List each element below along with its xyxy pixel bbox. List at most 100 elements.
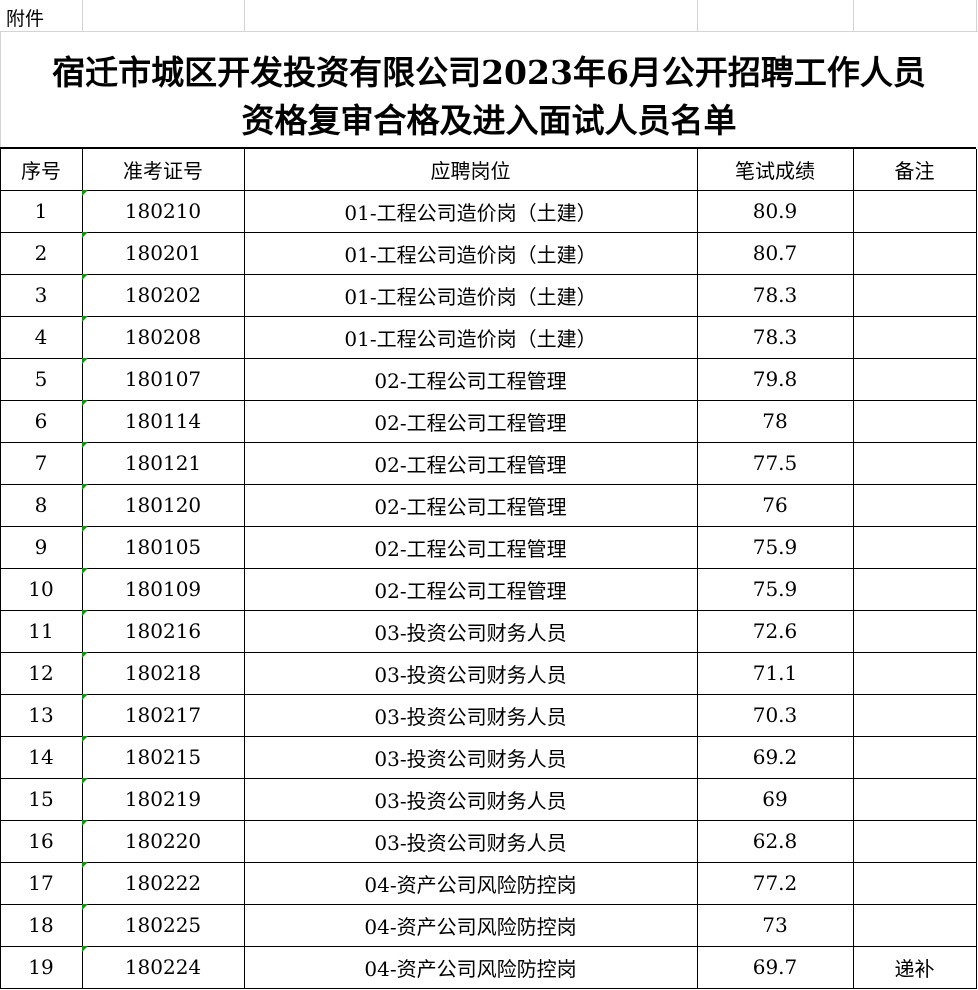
row-border	[0, 274, 977, 275]
table-cell: 5	[34, 367, 48, 391]
table-cell: 180107	[82, 358, 244, 400]
table-cell: 70.3	[752, 703, 798, 727]
text-indicator	[82, 820, 88, 826]
table-cell: 78.3	[752, 325, 798, 349]
table-cell: 180120	[82, 484, 244, 526]
table-cell: 19	[28, 955, 54, 979]
table-cell: 180216	[82, 610, 244, 652]
table-cell: 01-工程公司造价岗（土建）	[344, 200, 597, 225]
table-cell: 75.9	[752, 535, 798, 559]
row-border	[0, 568, 977, 569]
row-border	[0, 652, 977, 653]
table-cell: 180225	[82, 904, 244, 946]
table-cell: 77.2	[752, 871, 798, 895]
grid-line	[976, 0, 977, 32]
table-cell: 01-工程公司造价岗（土建）	[344, 326, 597, 351]
table-cell: 180217	[82, 694, 244, 736]
table-cell: 17	[28, 871, 54, 895]
table-cell: 13	[28, 703, 54, 727]
table-cell: 78.3	[752, 283, 798, 307]
table-cell: 02-工程公司工程管理	[374, 578, 567, 603]
table-cell: 01-工程公司造价岗（土建）	[344, 284, 597, 309]
table-cell: 180210	[82, 190, 244, 232]
grid-line	[853, 0, 854, 32]
text-indicator	[82, 946, 88, 952]
row-border	[0, 862, 977, 863]
table-cell: 78	[762, 409, 788, 433]
table-cell: 16	[28, 829, 54, 853]
table-cell: 180109	[82, 568, 244, 610]
top-row	[0, 0, 978, 32]
title-line: 资格复审合格及进入面试人员名单	[241, 101, 737, 140]
table-cell: 180215	[82, 736, 244, 778]
border	[0, 32, 1, 148]
table-cell: 02-工程公司工程管理	[374, 494, 567, 519]
text-indicator	[82, 190, 88, 196]
header-cell: 准考证号	[123, 159, 203, 183]
table-cell: 04-资产公司风险防控岗	[364, 872, 577, 897]
table-cell: 02-工程公司工程管理	[374, 410, 567, 435]
text-indicator	[82, 568, 88, 574]
table-cell: 180218	[82, 652, 244, 694]
header-cell: 应聘岗位	[430, 159, 511, 183]
grid-line	[82, 0, 83, 32]
table-cell: 7	[34, 451, 48, 475]
text-indicator	[82, 442, 88, 448]
table-cell: 03-投资公司财务人员	[374, 704, 567, 729]
table-cell: 180201	[82, 232, 244, 274]
text-indicator	[82, 400, 88, 406]
table-cell: 180224	[82, 946, 244, 988]
table-cell: 79.8	[752, 367, 798, 391]
table-cell: 180208	[82, 316, 244, 358]
table-cell: 3	[34, 283, 48, 307]
row-border	[0, 316, 977, 317]
table-cell: 03-投资公司财务人员	[374, 788, 567, 813]
table-cell: 180222	[82, 862, 244, 904]
table-cell: 04-资产公司风险防控岗	[364, 956, 577, 981]
table-cell: 10	[28, 577, 54, 601]
table-cell: 04-资产公司风险防控岗	[364, 914, 577, 939]
row-border	[0, 820, 977, 821]
table-cell: 02-工程公司工程管理	[374, 452, 567, 477]
table-cell: 02-工程公司工程管理	[374, 536, 567, 561]
table-cell: 69	[762, 787, 788, 811]
table-cell: 76	[762, 493, 788, 517]
text-indicator	[82, 484, 88, 490]
title-line: 宿迁市城区开发投资有限公司2023年6月公开招聘工作人员	[52, 53, 926, 92]
table-cell: 11	[28, 619, 54, 643]
table-cell: 4	[34, 325, 48, 349]
table-cell: 73	[762, 913, 788, 937]
text-indicator	[82, 778, 88, 784]
table-cell: 02-工程公司工程管理	[374, 368, 567, 393]
table-cell: 03-投资公司财务人员	[374, 746, 567, 771]
table-cell: 180121	[82, 442, 244, 484]
table-cell: 01-工程公司造价岗（土建）	[344, 242, 597, 267]
row-border	[0, 946, 977, 947]
text-indicator	[82, 736, 88, 742]
row-border	[0, 904, 977, 905]
text-indicator	[82, 610, 88, 616]
table-cell: 77.5	[752, 451, 798, 475]
text-indicator	[82, 904, 88, 910]
table-top-border	[0, 147, 976, 149]
table-cell: 75.9	[752, 577, 798, 601]
table-cell: 80.7	[752, 241, 798, 265]
table-cell: 2	[34, 241, 48, 265]
text-indicator	[82, 358, 88, 364]
table-cell: 180220	[82, 820, 244, 862]
text-indicator	[82, 526, 88, 532]
text-indicator	[82, 274, 88, 280]
row-border	[0, 778, 977, 779]
row-border	[0, 400, 977, 401]
table-cell: 69.7	[752, 955, 798, 979]
text-indicator	[82, 694, 88, 700]
table-cell: 8	[34, 493, 48, 517]
table-cell: 180105	[82, 526, 244, 568]
grid-line	[697, 0, 698, 32]
table-cell: 12	[28, 661, 54, 685]
table-cell: 180219	[82, 778, 244, 820]
row-border	[0, 610, 977, 611]
row-border	[0, 694, 977, 695]
table-cell: 递补	[894, 956, 935, 981]
